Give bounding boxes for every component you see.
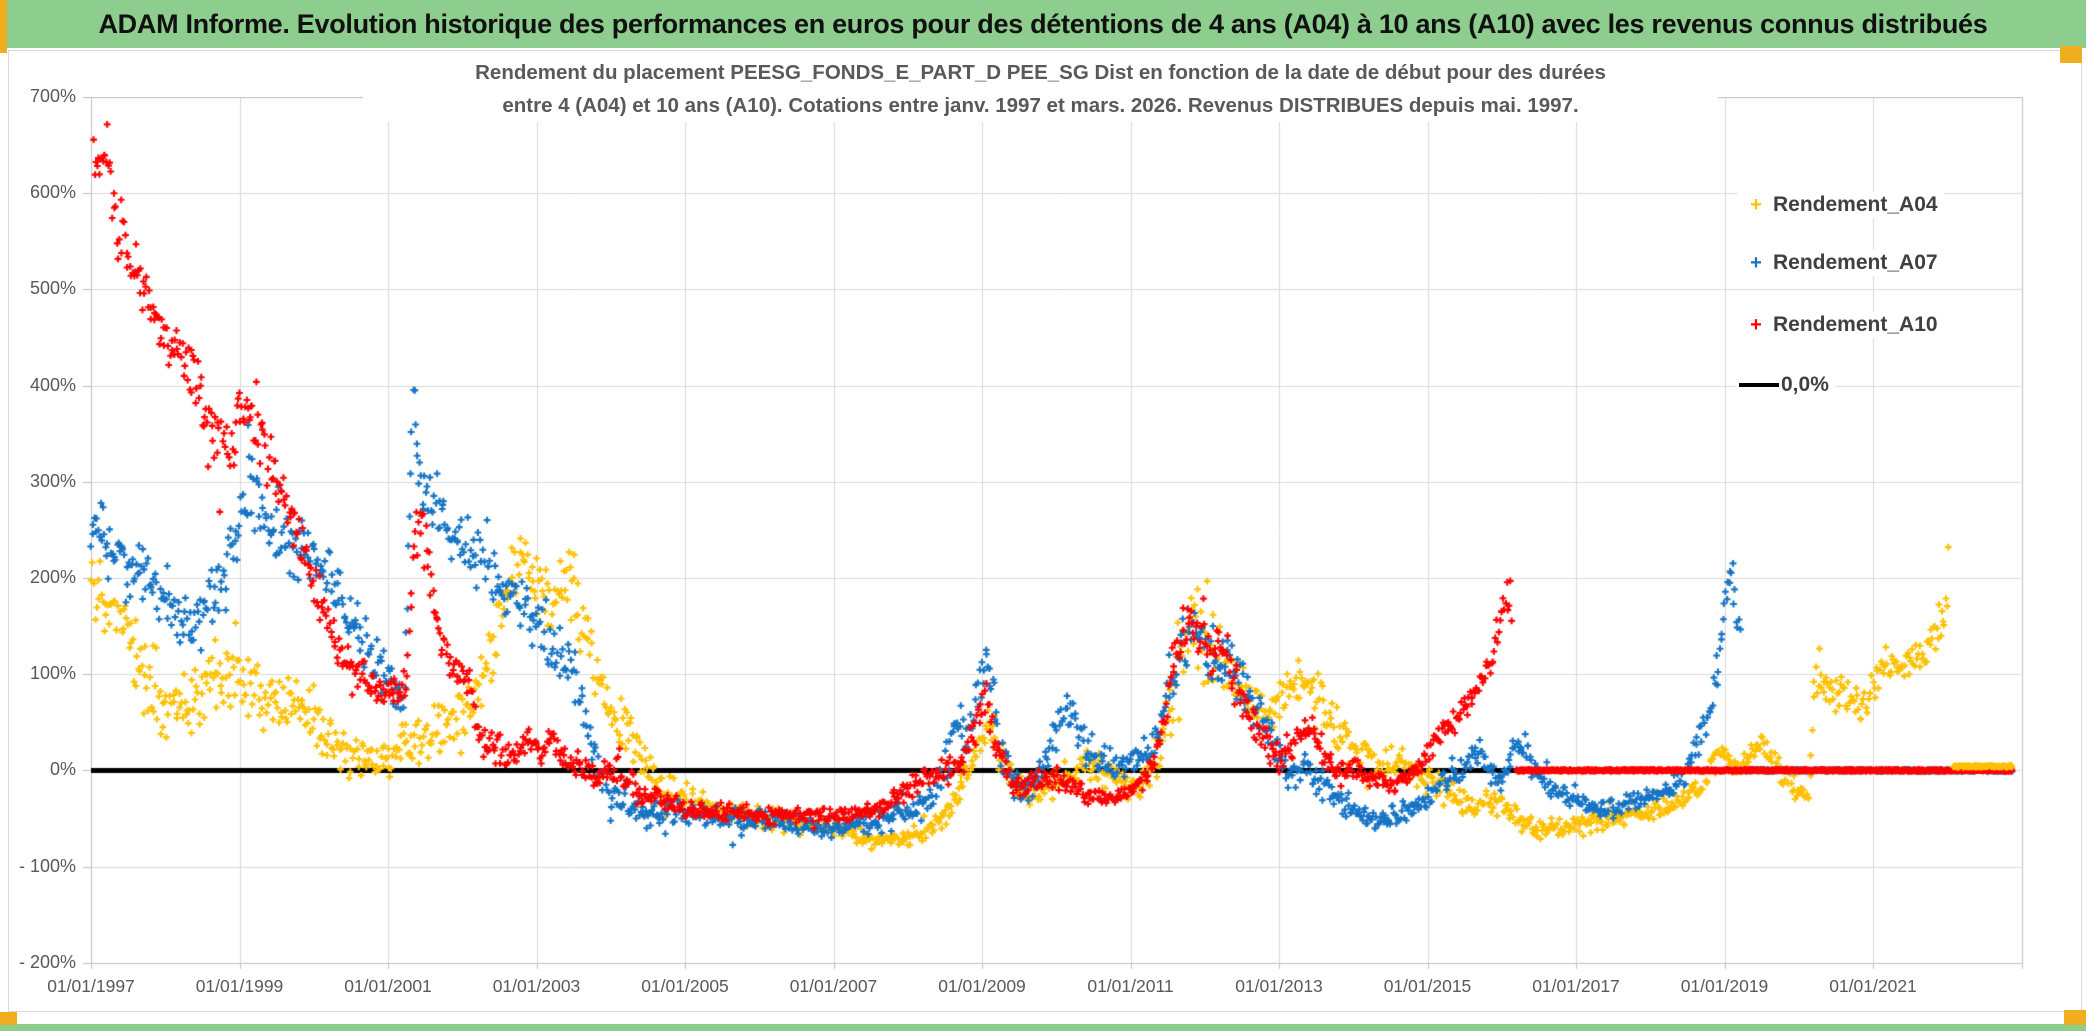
x-tick-label: 01/01/1999	[195, 976, 284, 996]
legend-item-rendement-a07: + Rendement_A07	[1737, 250, 1944, 276]
legend-label: 0,0%	[1781, 373, 1829, 396]
legend-label: Rendement_A04	[1773, 193, 1938, 216]
y-tick-label: 100%	[29, 663, 76, 684]
x-tick-label: 01/01/2001	[344, 976, 432, 996]
chart-title: Rendement du placement PEESG_FONDS_E_PAR…	[363, 56, 1718, 122]
x-tick-label: 01/01/2015	[1383, 976, 1472, 996]
accent-top-left	[0, 0, 7, 53]
accent-bottom-left	[0, 1012, 17, 1025]
legend-item-rendement-a04: + Rendement_A04	[1737, 192, 1944, 218]
x-tick-label: 01/01/2017	[1532, 976, 1620, 996]
x-tick-label: 01/01/2019	[1680, 976, 1769, 996]
accent-top-right	[2060, 46, 2082, 63]
y-tick-label: 600%	[29, 182, 76, 203]
chart-title-line1: Rendement du placement PEESG_FONDS_E_PAR…	[475, 61, 1606, 84]
y-tick-label: 700%	[29, 85, 76, 106]
x-tick-label: 01/01/2003	[492, 976, 581, 996]
accent-bottom-right	[2064, 1010, 2086, 1025]
y-tick-label: 300%	[29, 470, 76, 491]
legend-item-0-0-: 0,0%	[1737, 372, 1835, 398]
plus-marker-icon: +	[1750, 193, 1762, 216]
bottom-section-bar	[0, 1024, 2086, 1031]
plus-marker-icon: +	[1750, 313, 1762, 336]
y-tick-label: - 100%	[18, 855, 76, 876]
x-tick-label: 01/01/2011	[1087, 976, 1174, 996]
legend-label: Rendement_A07	[1773, 251, 1938, 274]
y-tick-label: - 200%	[18, 951, 76, 972]
y-tick-label: 500%	[29, 278, 76, 299]
y-tick-label: 200%	[29, 566, 76, 587]
x-tick-label: 01/01/1997	[47, 976, 135, 996]
page-title: ADAM Informe. Evolution historique des p…	[0, 0, 2086, 48]
legend-label: Rendement_A10	[1773, 313, 1938, 336]
x-tick-label: 01/01/2013	[1235, 976, 1323, 996]
scatter-plot-canvas	[83, 97, 2027, 973]
y-tick-label: 400%	[29, 374, 76, 395]
x-tick-label: 01/01/2007	[789, 976, 878, 996]
chart-title-line2: entre 4 (A04) et 10 ans (A10). Cotations…	[502, 94, 1579, 117]
x-tick-label: 01/01/2009	[938, 976, 1026, 996]
y-tick-label: 0%	[49, 759, 76, 780]
x-tick-label: 01/01/2021	[1829, 976, 1917, 996]
x-tick-label: 01/01/2005	[641, 976, 729, 996]
line-marker-icon	[1739, 383, 1779, 387]
legend-item-rendement-a10: + Rendement_A10	[1737, 312, 1944, 338]
plus-marker-icon: +	[1750, 251, 1762, 274]
